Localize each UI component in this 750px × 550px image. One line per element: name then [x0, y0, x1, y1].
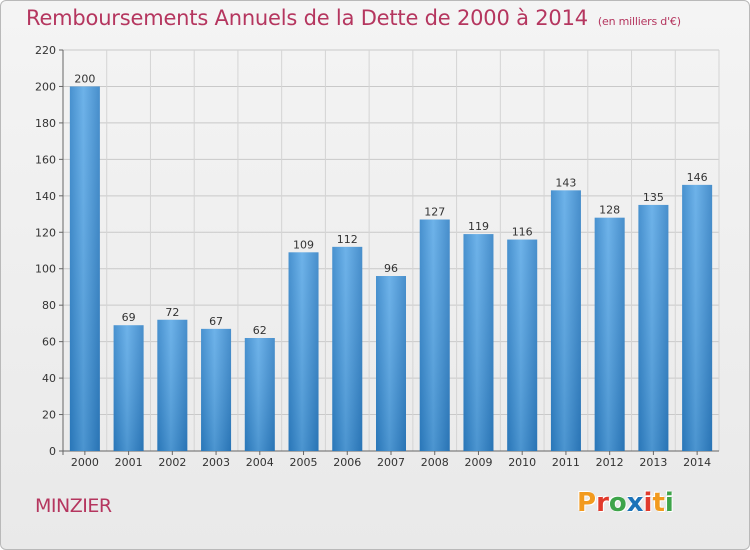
x-tick-label: 2014: [683, 456, 711, 469]
x-tick-label: 2007: [377, 456, 405, 469]
bar-shade: [69, 86, 100, 452]
chart-title: Remboursements Annuels de la Dette de 20…: [26, 6, 681, 30]
bar-shade: [419, 219, 450, 451]
x-tick-label: 2000: [71, 456, 99, 469]
bar-shade: [638, 204, 669, 451]
bar-shade: [332, 246, 363, 451]
bar-shade: [463, 234, 494, 451]
x-tick-label: 2004: [246, 456, 274, 469]
logo-letter: i: [643, 488, 653, 518]
x-tick-label: 2003: [202, 456, 230, 469]
bars: [69, 86, 713, 452]
x-tick-label: 2002: [158, 456, 186, 469]
y-tick-label: 120: [35, 226, 56, 239]
bar-shade: [113, 325, 144, 451]
bar-shade: [507, 239, 538, 451]
y-tick-label: 160: [35, 153, 56, 166]
y-tick-label: 20: [42, 409, 56, 422]
bar-shade: [201, 328, 232, 451]
x-tick-label: 2005: [290, 456, 318, 469]
data-label: 62: [253, 324, 267, 337]
data-label: 146: [687, 171, 708, 184]
bar-shade: [376, 276, 406, 451]
data-label: 96: [384, 262, 398, 275]
data-label: 69: [122, 311, 136, 324]
logo-letter: t: [652, 488, 665, 518]
y-tick-label: 40: [42, 372, 56, 385]
y-tick-label: 0: [49, 445, 56, 458]
axes: 0 20 40 60 80 100 120 140 160 180 200 220 2000 2001 20…: [35, 44, 719, 469]
data-label: 72: [165, 306, 179, 319]
logo-letter: P: [577, 488, 597, 518]
y-tick-label: 60: [42, 336, 56, 349]
bar-shade: [682, 184, 713, 451]
x-tick-label: 2001: [115, 456, 143, 469]
data-label: 112: [337, 233, 358, 246]
data-label: 116: [512, 226, 533, 239]
proxiti-logo: Proxiti: [577, 488, 674, 518]
place-name: MINZIER: [35, 495, 112, 517]
x-tick-label: 2006: [333, 456, 361, 469]
chart-title-text: Remboursements Annuels de la Dette de 20…: [26, 6, 588, 30]
data-label: 119: [468, 220, 489, 233]
data-label: 143: [555, 176, 576, 189]
data-label: 127: [424, 206, 445, 219]
x-tick-label: 2013: [639, 456, 667, 469]
data-label: 200: [74, 72, 95, 85]
x-tick-label: 2010: [508, 456, 536, 469]
logo-letter: x: [626, 488, 644, 518]
data-label: 128: [599, 204, 620, 217]
x-tick-label: 2012: [596, 456, 624, 469]
y-tick-label: 200: [35, 80, 56, 93]
chart-unit: (en milliers d'€): [597, 15, 681, 28]
data-label: 109: [293, 238, 314, 251]
data-labels: 200 69 72 67 62 109 112 96 127 119 116 143 128 135 146: [74, 72, 707, 337]
x-tick-label: 2011: [552, 456, 580, 469]
x-tick-label: 2009: [464, 456, 492, 469]
data-label: 135: [643, 191, 664, 204]
bar-shade: [157, 319, 188, 451]
y-tick-label: 220: [35, 44, 56, 57]
logo-letter: o: [608, 488, 627, 518]
y-tick-label: 140: [35, 190, 56, 203]
y-tick-label: 100: [35, 263, 56, 276]
bar-shade: [550, 190, 581, 451]
data-label: 67: [209, 315, 223, 328]
y-tick-label: 80: [42, 299, 56, 312]
bar-shade: [594, 217, 625, 451]
logo-letter: r: [596, 488, 609, 518]
bar-shade: [244, 337, 275, 451]
bar-shade: [288, 252, 319, 451]
logo-letter: i: [664, 488, 674, 518]
y-tick-label: 180: [35, 117, 56, 130]
x-tick-label: 2008: [421, 456, 449, 469]
